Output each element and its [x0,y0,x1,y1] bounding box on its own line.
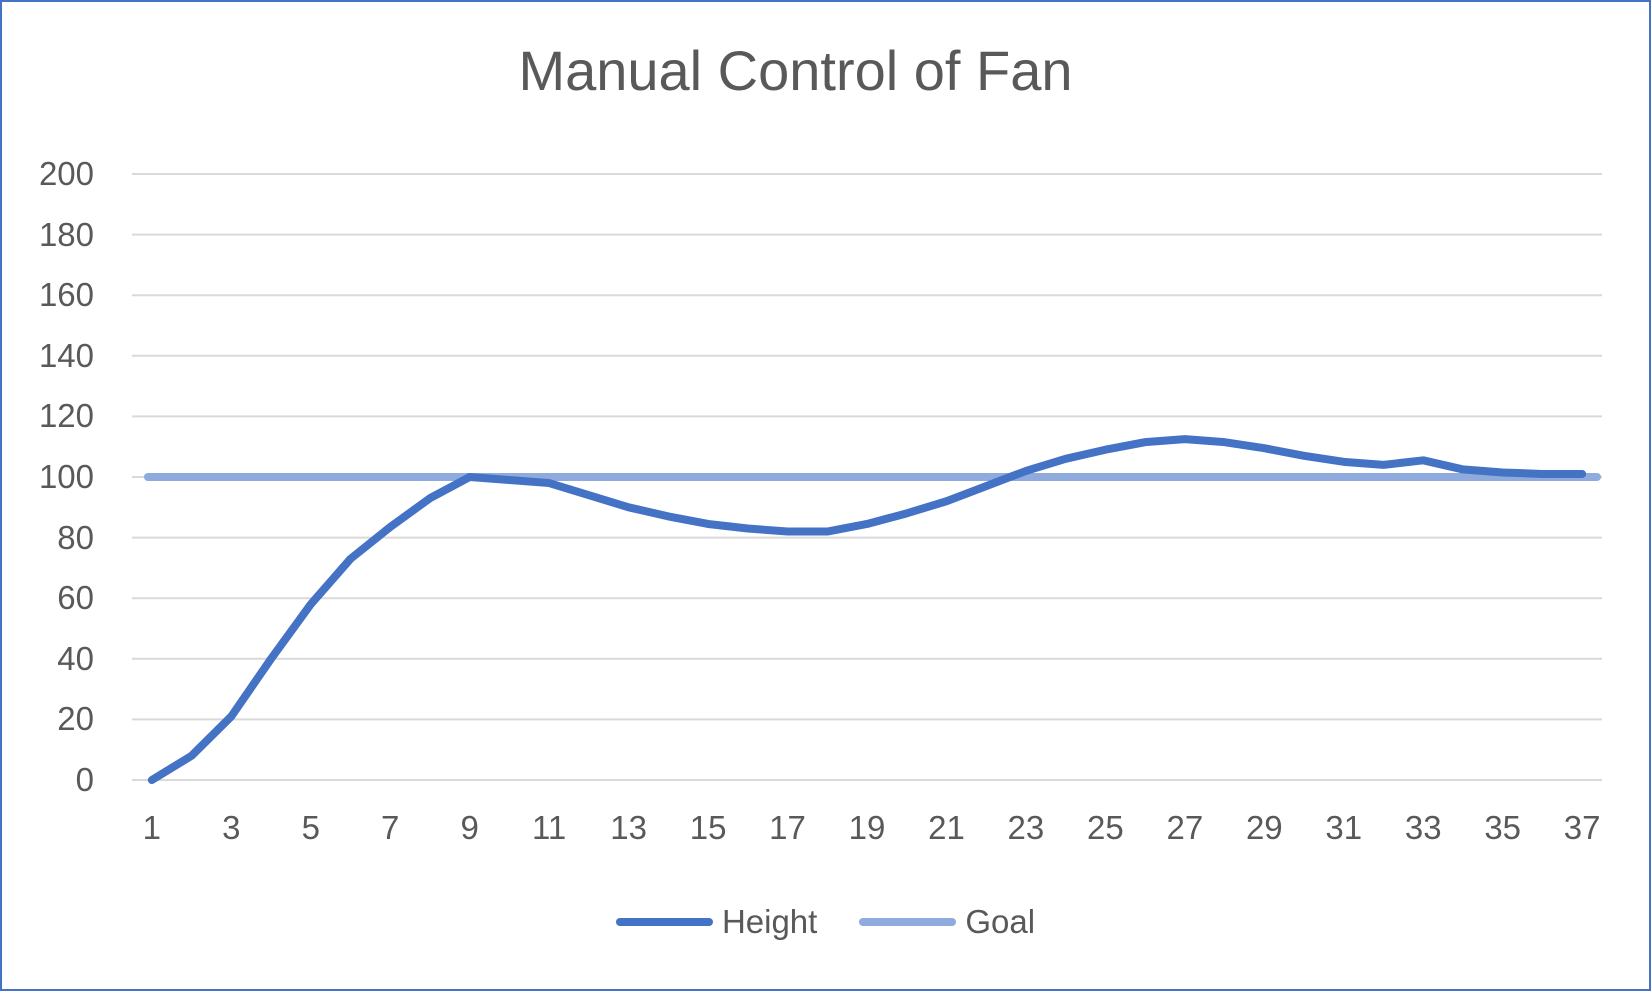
legend-item-goal: Goal [859,902,1035,942]
x-tick-label: 33 [1404,809,1442,846]
x-tick-label: 35 [1484,809,1522,846]
legend-label-height: Height [721,903,818,940]
x-tick-label: 25 [1087,809,1124,846]
y-tick-label: 160 [38,276,94,314]
x-tick-label: 37 [1563,809,1601,846]
chart-title: Manual Control of Fan [518,39,1073,102]
height-line-swatch [615,918,713,926]
legend-item-height: Height [615,902,818,942]
x-tick-label: 1 [142,809,162,846]
x-tick-label: 9 [460,809,479,846]
y-tick-label: 20 [57,700,94,738]
x-tick-label: 21 [928,809,965,846]
y-tick-label: 100 [38,458,94,495]
x-tick-label: 31 [1325,809,1363,846]
y-tick-label: 140 [38,336,94,374]
x-tick-label: 7 [381,809,400,846]
x-tick-label: 17 [769,809,806,846]
y-tick-label: 60 [57,579,94,617]
x-tick-label: 13 [610,809,647,846]
x-tick-label: 23 [1007,809,1045,846]
y-tick-label: 120 [38,397,94,435]
height-line [147,435,1587,784]
legend: Height Goal [2,902,1649,942]
y-tick-label: 80 [57,518,94,556]
x-tick-label: 27 [1166,809,1204,846]
y-tick-label: 200 [38,155,94,192]
y-tick-label: 40 [57,639,94,677]
x-tick-label: 15 [689,809,727,846]
y-tick-label: 180 [38,215,94,253]
x-tick-label: 29 [1245,809,1283,846]
gridlines [132,173,1602,781]
x-tick-label: 19 [848,809,886,846]
goal-line-swatch [859,918,957,926]
legend-label-goal: Goal [965,903,1036,940]
x-tick-label: 11 [532,809,567,846]
y-tick-label: 0 [75,761,94,798]
x-tick-label: 5 [301,809,320,846]
x-tick-label: 3 [222,809,241,846]
series-lines [144,435,1601,784]
